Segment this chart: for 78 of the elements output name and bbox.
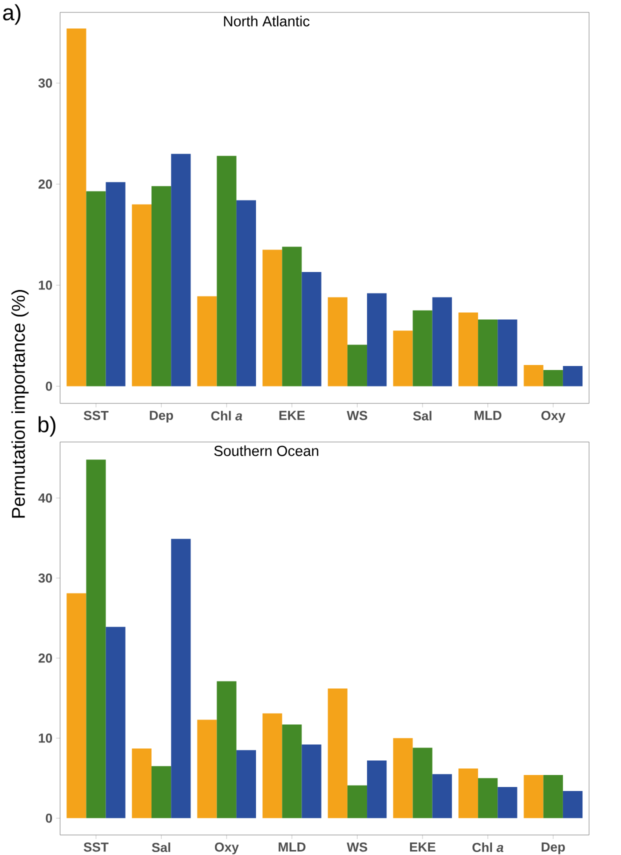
chart-title: North Atlantic [224,16,310,26]
x-tick-label: WS [346,842,368,852]
bar [236,200,256,386]
bar [197,720,217,818]
x-tick-label: MLD [474,410,502,420]
y-tick-label: 0 [46,382,52,391]
bar [562,790,583,818]
x-tick-label: Chl a [211,410,242,420]
text: a) [3,4,20,25]
x-tick-label: Sal [413,410,432,420]
bar [282,724,302,818]
bar [347,344,368,386]
bar [393,330,413,386]
bar [86,460,106,818]
bar [132,748,152,818]
bar [498,320,518,386]
bar [171,154,191,386]
bar [66,28,86,386]
bar [197,296,217,386]
bar [152,186,172,386]
bar [524,364,544,386]
bar [262,713,282,818]
bar [216,681,236,818]
x-tick-label: Chl a [472,842,504,852]
bar [478,320,498,386]
bar [524,774,544,818]
x-tick-label: Sal [152,842,170,852]
text: b) [38,416,56,437]
bar [498,786,518,818]
x-tick-label: Dep [542,842,565,854]
bar [458,768,478,818]
y-tick-label: 30 [38,573,52,583]
y-axis-title: Permutation importance (%) [11,290,29,518]
bar [562,366,583,386]
bar [216,156,236,386]
bar [367,760,387,818]
bar [66,593,86,818]
bar [106,626,126,818]
x-tick-label: MLD [278,842,306,852]
bar [302,744,322,818]
y-tick-label: 40 [38,493,52,503]
bar [543,774,563,818]
bar [106,182,126,386]
x-tick-label: EKE [279,410,305,420]
bar [543,370,563,386]
bar [412,748,432,818]
y-tick-label: 10 [38,734,52,743]
bar [282,246,302,386]
bar [432,297,452,386]
y-tick-label: 20 [38,180,52,189]
y-tick-label: 10 [38,280,52,290]
bar [152,766,172,818]
x-tick-label: Oxy [541,410,566,423]
x-tick-label: Dep [150,410,174,423]
bar [393,738,413,818]
bar [367,293,387,386]
bar [478,778,498,818]
y-tick-label: 0 [46,814,52,823]
bar [171,538,191,818]
bar [86,191,106,386]
bar [347,785,368,818]
bar [328,688,348,818]
x-tick-label: EKE [410,842,436,852]
bar [458,312,478,386]
x-tick-label: SST [84,842,108,852]
y-tick-label: 20 [38,653,52,663]
bar [432,774,452,818]
y-tick-label: 30 [38,78,52,88]
bar [328,297,348,386]
bar [236,750,256,818]
bar [262,250,282,386]
x-tick-label: SST [84,410,108,420]
bar [132,204,152,386]
bar [412,310,432,386]
x-tick-label: Oxy [214,842,239,854]
bar [302,272,322,386]
chart-title: Southern Ocean [214,445,318,456]
x-tick-label: WS [346,410,368,420]
